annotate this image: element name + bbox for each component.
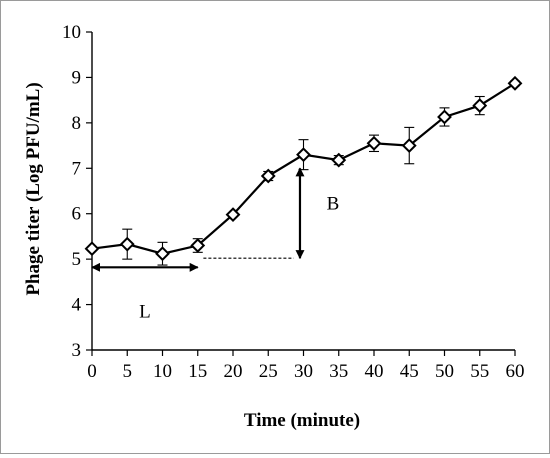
- x-axis-title: Time (minute): [244, 410, 360, 431]
- y-tick-label: 6: [72, 204, 82, 225]
- x-tick-label: 5: [123, 361, 133, 382]
- x-tick-label: 25: [259, 361, 278, 382]
- x-tick-label: 10: [153, 361, 172, 382]
- burst-label: B: [327, 193, 340, 214]
- data-point: [437, 109, 452, 125]
- y-tick-label: 10: [62, 22, 81, 43]
- y-tick-label: 9: [72, 67, 82, 88]
- x-tick-label: 35: [329, 361, 348, 382]
- data-point: [366, 135, 382, 151]
- data-point: [225, 207, 241, 223]
- y-tick-label: 3: [72, 340, 82, 361]
- x-tick-label: 60: [506, 361, 525, 382]
- data-point: [507, 75, 523, 91]
- data-point: [155, 246, 170, 262]
- x-tick-label: 55: [470, 361, 489, 382]
- x-tick-label: 30: [294, 361, 313, 382]
- data-point: [331, 152, 347, 168]
- x-tick-label: 0: [87, 361, 97, 382]
- x-tick-label: 20: [224, 361, 243, 382]
- x-tick-label: 50: [435, 361, 454, 382]
- lag-label: L: [139, 301, 151, 322]
- x-tick-label: 40: [365, 361, 384, 382]
- data-point: [119, 236, 135, 252]
- plot-area: [84, 75, 523, 266]
- data-point: [296, 147, 311, 163]
- x-tick-label: 45: [400, 361, 419, 382]
- data-point: [84, 241, 100, 257]
- annotations: LB: [91, 167, 340, 322]
- data-point: [472, 98, 488, 114]
- data-point: [190, 238, 206, 253]
- y-tick-label: 4: [72, 295, 82, 316]
- data-point: [401, 138, 417, 153]
- y-tick-label: 5: [72, 249, 82, 270]
- data-point: [260, 168, 276, 184]
- y-axis-title: Phage titer (Log PFU/mL): [23, 82, 44, 295]
- y-tick-label: 8: [72, 113, 82, 134]
- y-tick-label: 7: [72, 158, 82, 179]
- x-tick-label: 15: [188, 361, 207, 382]
